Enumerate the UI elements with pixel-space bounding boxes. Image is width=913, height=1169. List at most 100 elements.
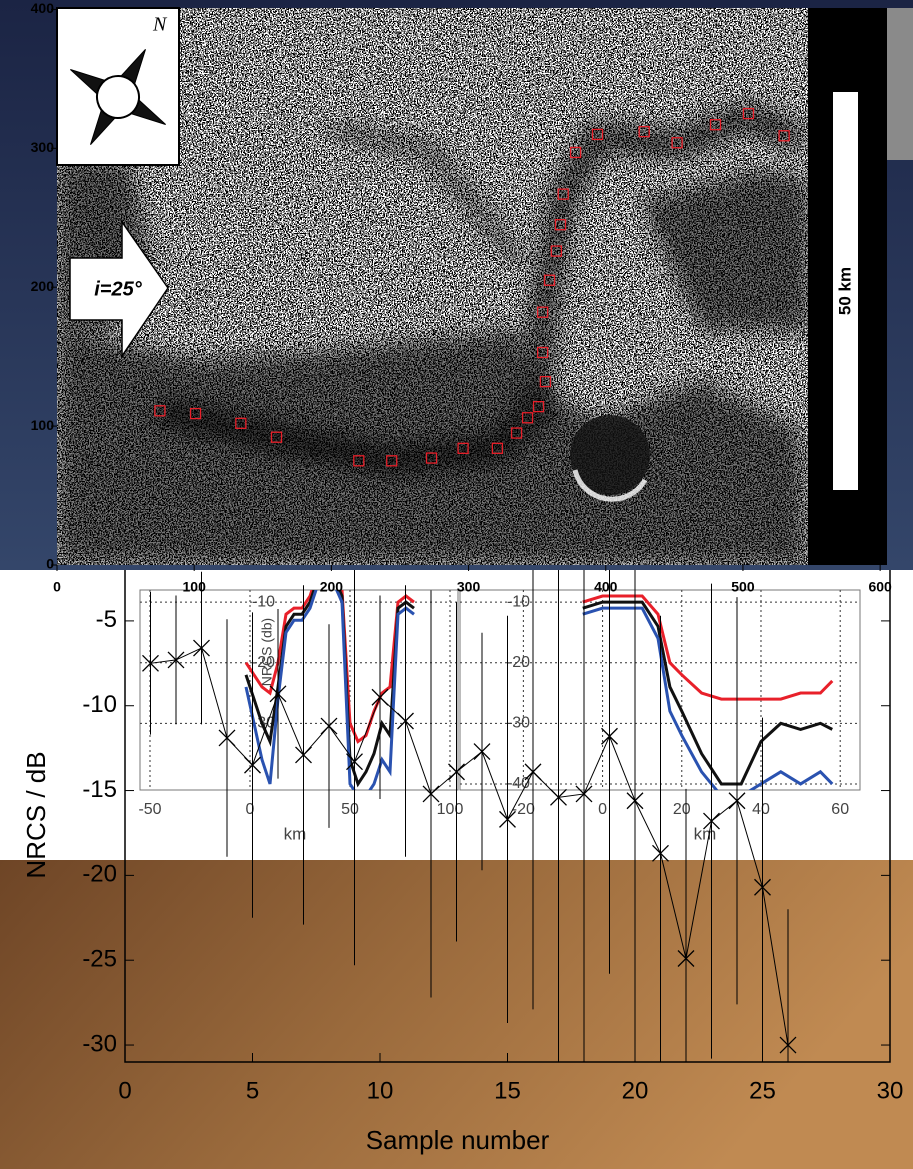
y-tick-label: -20 (82, 861, 117, 888)
marker (320, 717, 338, 735)
y-tick-label: -10 (82, 691, 117, 718)
marker (510, 427, 523, 439)
marker (778, 130, 790, 142)
marker (473, 743, 491, 760)
marker (638, 125, 650, 138)
x-tick-label: 60 (831, 801, 849, 818)
series-line (244, 590, 415, 790)
x-tick-label: 0 (246, 801, 255, 818)
marker (532, 401, 545, 413)
marker (371, 688, 389, 706)
marker (457, 442, 469, 454)
marker (448, 763, 465, 781)
y-tick-label: -15 (82, 776, 117, 803)
marker (353, 455, 365, 467)
marker (491, 442, 504, 454)
marker (521, 412, 534, 424)
series-line (582, 594, 834, 701)
y-tick-label: 100 (31, 417, 55, 433)
x-tick-label: 0 (53, 579, 61, 595)
compass-rose (70, 49, 166, 145)
x-tick-label: 0 (118, 1077, 131, 1104)
y-tick-label: 400 (31, 0, 55, 16)
marker (270, 431, 283, 443)
marker (677, 950, 695, 967)
y-tick-label: -20 (507, 654, 530, 671)
marker (557, 188, 569, 200)
x-tick-label: 200 (320, 579, 344, 595)
y-axis-label: NRCS (db) (259, 618, 275, 686)
y-tick-label: 200 (31, 278, 55, 294)
y-tick-label: -10 (507, 593, 530, 610)
marker (154, 405, 166, 417)
marker (539, 375, 552, 388)
inset-frame (139, 589, 459, 791)
marker (397, 712, 414, 730)
series-line (244, 590, 415, 788)
marker (193, 639, 210, 657)
marker (524, 763, 542, 781)
marker (550, 245, 563, 257)
marker (550, 788, 567, 806)
x-tick-label: 20 (622, 1077, 649, 1104)
y-tick-label: -5 (96, 606, 117, 633)
marker (703, 812, 720, 830)
marker (295, 746, 312, 764)
marker (346, 753, 363, 771)
incidence-arrow (69, 219, 169, 359)
x-tick-label: 30 (877, 1077, 904, 1104)
marker (554, 219, 567, 231)
marker (499, 810, 516, 828)
x-tick-label: -20 (512, 801, 535, 818)
marker (626, 792, 644, 810)
marker (543, 274, 556, 286)
y-tick-label: 300 (31, 139, 55, 155)
scale-label: 50 km (835, 267, 854, 315)
markers (154, 107, 790, 467)
crater-rim (572, 469, 648, 502)
y-tick-label: -10 (252, 593, 275, 610)
x-tick-label: 25 (749, 1077, 776, 1104)
x-tick-label: 100 (437, 801, 464, 818)
x-tick-label: -50 (138, 801, 161, 818)
marker (754, 878, 771, 896)
marker (591, 128, 604, 141)
marker (671, 137, 683, 149)
series-line (150, 647, 789, 1046)
marker (652, 844, 669, 862)
series-line (582, 606, 834, 790)
marker (728, 792, 746, 810)
y-tick-label: -20 (252, 654, 275, 671)
marker (167, 651, 185, 669)
x-tick-label: 40 (752, 801, 770, 818)
marker (779, 1036, 797, 1054)
marker (386, 455, 398, 467)
x-tick-label: 500 (731, 579, 755, 595)
x-axis-label: km (694, 824, 717, 843)
north-label: N (152, 14, 168, 36)
image-edge (887, 8, 913, 160)
marker (142, 654, 159, 672)
marker (569, 146, 582, 159)
marker (425, 452, 438, 464)
marker (269, 685, 287, 703)
x-tick-label: 300 (457, 579, 481, 595)
y-tick-label: -25 (82, 946, 117, 973)
x-axis-label: km (284, 824, 307, 843)
y-axis-label: NRCS / dB (21, 751, 51, 878)
series-line (582, 600, 833, 786)
marker (537, 306, 549, 318)
marker (742, 107, 755, 120)
series-line (244, 590, 415, 744)
y-tick-label: -30 (82, 1030, 117, 1057)
marker (189, 407, 202, 420)
marker (218, 729, 236, 747)
marker (244, 756, 261, 774)
channel-branch (328, 123, 526, 265)
x-tick-label: 50 (341, 801, 359, 818)
x-tick-label: 400 (594, 579, 618, 595)
y-tick-label: 0 (46, 556, 54, 572)
incidence-label: i=25° (94, 278, 142, 300)
